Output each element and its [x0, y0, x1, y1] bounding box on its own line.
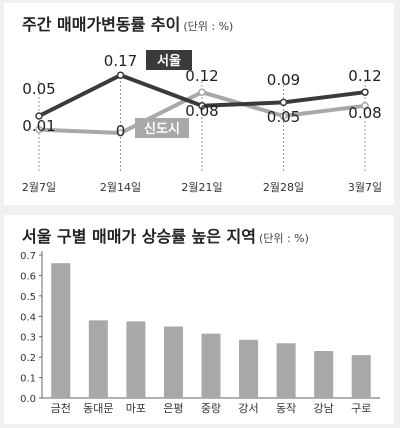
x-tick-label-1: 2월14일 [100, 180, 141, 194]
x-category-label-0: 금천 [51, 401, 71, 415]
y-tick-label-7: 0.7 [20, 251, 36, 262]
series-1-point-0 [35, 125, 43, 134]
newtown-label-1: 0 [116, 122, 126, 140]
y-tick-label-2: 0.2 [20, 353, 36, 364]
series-0-point-4 [361, 88, 369, 96]
weekly-change-title: 주간 매매가변동률 추이 (단위 : %) [22, 11, 233, 35]
series-0-point-0 [35, 112, 43, 120]
newtown-legend-box [135, 118, 189, 138]
bar-8 [351, 355, 371, 398]
x-tick-label-2: 2월21일 [181, 180, 222, 194]
seoul-legend-box [146, 50, 192, 70]
y-tick-label-1: 0.1 [20, 374, 36, 385]
y-tick-label-0: 0.0 [20, 394, 36, 405]
x-category-label-7: 강남 [314, 402, 334, 415]
y-tick-label-6: 0.6 [20, 271, 36, 282]
bar-6 [276, 343, 296, 398]
series-1-point-1 [116, 129, 125, 137]
bar-0 [51, 263, 71, 398]
newtown-label-4: 0.08 [348, 104, 381, 122]
x-tick-label-3: 2월28일 [263, 180, 304, 194]
district-rise-panel: 서울 구별 매매가 상승률 높은 지역 (단위 : %) 0.0 0.1 0.2 0.3… [4, 215, 394, 424]
bar-1 [88, 320, 108, 398]
seoul-label-3: 0.09 [267, 71, 300, 89]
newtown-legend-text: 신도시 [144, 122, 180, 137]
seoul-label-2: 0.08 [185, 102, 218, 120]
x-category-label-3: 은평 [163, 402, 183, 415]
bar-5 [239, 339, 259, 398]
y-tick-label-5: 0.5 [20, 292, 36, 303]
district-rise-title-text: 서울 구별 매매가 상승률 높은 지역 [22, 227, 256, 246]
x-tick-label-4: 3월7일 [348, 180, 382, 194]
newtown-label-0: 0.01 [22, 117, 55, 135]
bar-3 [163, 326, 183, 398]
x-category-label-2: 마포 [126, 402, 146, 415]
series-0-point-3 [279, 98, 288, 107]
x-category-label-6: 동작 [276, 402, 296, 415]
district-rise-title: 서울 구별 매매가 상승률 높은 지역 (단위 : %) [22, 223, 309, 247]
district-rise-bar-chart: 0.0 0.1 0.2 0.3 0.4 0.5 0.6 0.7 금천 동대문 마포 은평 중랑 강서 동작 강… [20, 251, 380, 415]
bar-7 [314, 351, 334, 398]
x-category-label-4: 중랑 [201, 402, 221, 415]
y-tick-label-4: 0.4 [20, 312, 36, 323]
seoul-label-1: 0.17 [104, 52, 137, 70]
x-category-label-8: 구로 [351, 402, 371, 415]
x-tick-label-0: 2월7일 [22, 180, 56, 194]
bar-2 [126, 321, 146, 398]
series-1-point-3 [279, 112, 288, 120]
newtown-label-3: 0.05 [267, 108, 300, 126]
newtown-label-2: 0.12 [185, 67, 218, 85]
weekly-change-title-text: 주간 매매가변동률 추이 [22, 15, 181, 34]
seoul-legend-text: 서울 [157, 53, 181, 69]
seoul-label-4: 0.12 [348, 67, 381, 85]
series-1-point-4 [361, 102, 369, 110]
series-1-point-2 [198, 88, 206, 96]
series-0-point-1 [116, 71, 125, 79]
weekly-change-unit: (단위 : %) [183, 20, 234, 33]
y-tick-label-3: 0.3 [20, 333, 36, 344]
weekly-change-line-chart: 2월7일 2월14일 2월21일 2월28일 3월7일 0.05 0.01 0.17 0 0.12… [22, 50, 382, 194]
district-rise-unit: (단위 : %) [258, 232, 309, 245]
bar-4 [201, 333, 221, 398]
seoul-label-0: 0.05 [22, 80, 55, 98]
series-0-point-2 [198, 102, 206, 110]
x-category-label-5: 강서 [238, 402, 258, 415]
weekly-change-panel: 주간 매매가변동률 추이 (단위 : %) 2월7일 2월14일 2월21일 2월28일… [4, 3, 394, 205]
x-category-label-1: 동대문 [83, 402, 113, 415]
